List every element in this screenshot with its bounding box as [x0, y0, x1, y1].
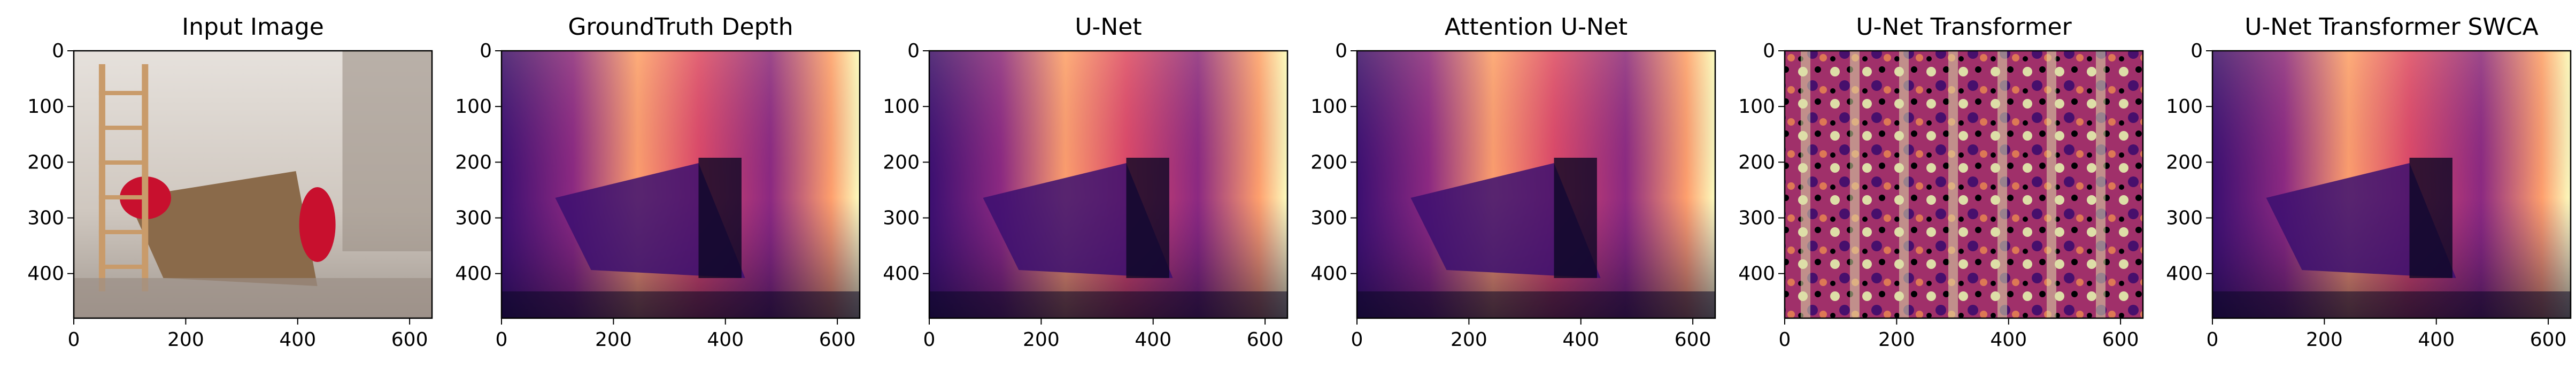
y-tick-label: 300 — [1310, 207, 1347, 229]
x-tick-label: 600 — [391, 329, 428, 351]
panel-title: Input Image — [182, 13, 324, 41]
y-tick-label: 0 — [2191, 40, 2203, 62]
panel-frame — [73, 50, 433, 319]
y-tick-label: 400 — [2166, 263, 2203, 285]
y-tick-label: 400 — [883, 263, 920, 285]
y-tick-label: 0 — [1335, 40, 1347, 62]
x-tick-label: 400 — [279, 329, 316, 351]
x-tick-label: 0 — [2207, 329, 2219, 351]
x-tick-label: 600 — [2102, 329, 2139, 351]
x-tick-label: 200 — [2306, 329, 2343, 351]
panel-title: U-Net — [1075, 13, 1142, 41]
x-tick-label: 600 — [1675, 329, 1711, 351]
y-tick-label: 100 — [1310, 96, 1347, 118]
panel-title: U-Net Transformer — [1856, 13, 2072, 41]
panel-frame — [1784, 50, 2144, 319]
x-tick-label: 0 — [496, 329, 508, 351]
x-tick-label: 0 — [68, 329, 80, 351]
y-tick-label: 300 — [2166, 207, 2203, 229]
panel-6: U-Net Transformer SWCA 0 200 400 600 0 100 200 3… — [2166, 13, 2572, 351]
y-tick-label: 0 — [52, 40, 64, 62]
x-tick-label: 200 — [1878, 329, 1915, 351]
y-tick-label: 300 — [27, 207, 64, 229]
y-tick-label: 400 — [27, 263, 64, 285]
y-tick-label: 100 — [1738, 96, 1775, 118]
panel-4: Attention U-Net 0 200 400 600 0 100 200 300 400 — [1310, 13, 1716, 351]
x-tick-label: 0 — [923, 329, 936, 351]
x-tick-label: 600 — [1247, 329, 1284, 351]
y-tick-label: 200 — [2166, 151, 2203, 173]
x-tick-label: 0 — [1351, 329, 1363, 351]
panel-frame — [2211, 50, 2572, 319]
y-tick-label: 400 — [1310, 263, 1347, 285]
y-tick-label: 200 — [1310, 151, 1347, 173]
y-tick-label: 0 — [1763, 40, 1775, 62]
y-tick-label: 400 — [1738, 263, 1775, 285]
panel-image — [1785, 51, 2143, 318]
x-tick-label: 400 — [1135, 329, 1171, 351]
x-tick-label: 0 — [1779, 329, 1791, 351]
panel-frame — [928, 50, 1289, 319]
panel-title: U-Net Transformer SWCA — [2245, 13, 2539, 41]
y-tick-label: 100 — [2166, 96, 2203, 118]
x-tick-label: 200 — [167, 329, 204, 351]
x-tick-label: 200 — [595, 329, 632, 351]
x-tick-label: 400 — [2418, 329, 2455, 351]
x-tick-label: 600 — [819, 329, 856, 351]
y-tick-label: 200 — [455, 151, 492, 173]
panel-1: Input Image 0 200 400 600 0 100 200 300 400 — [27, 13, 433, 351]
y-tick-label: 200 — [27, 151, 64, 173]
x-tick-label: 400 — [1990, 329, 2027, 351]
y-tick-label: 300 — [883, 207, 920, 229]
y-tick-label: 100 — [883, 96, 920, 118]
x-tick-label: 600 — [2530, 329, 2567, 351]
y-tick-label: 400 — [455, 263, 492, 285]
panel-title: GroundTruth Depth — [568, 13, 793, 41]
y-tick-label: 300 — [455, 207, 492, 229]
x-tick-label: 200 — [1023, 329, 1060, 351]
panel-image — [74, 51, 432, 318]
y-tick-label: 0 — [480, 40, 492, 62]
panel-3: U-Net 0 200 400 600 0 100 200 300 400 — [883, 13, 1289, 351]
x-tick-label: 400 — [1562, 329, 1599, 351]
x-tick-label: 200 — [1451, 329, 1487, 351]
panel-title: Attention U-Net — [1445, 13, 1628, 41]
panel-frame — [1356, 50, 1716, 319]
y-tick-label: 0 — [907, 40, 920, 62]
y-tick-label: 200 — [883, 151, 920, 173]
y-tick-label: 100 — [455, 96, 492, 118]
panel-5: U-Net Transformer 0 200 400 600 0 100 200 300 400 — [1738, 13, 2144, 351]
x-tick-label: 400 — [707, 329, 744, 351]
panel-image — [929, 51, 1287, 318]
y-tick-label: 300 — [1738, 207, 1775, 229]
y-tick-label: 200 — [1738, 151, 1775, 173]
panel-frame — [500, 50, 861, 319]
panel-image — [502, 51, 860, 318]
panel-2: GroundTruth Depth 0 200 400 600 0 100 200 300 400 — [455, 13, 861, 351]
panel-image — [1357, 51, 1715, 318]
panel-image — [2212, 51, 2571, 318]
y-tick-label: 100 — [27, 96, 64, 118]
